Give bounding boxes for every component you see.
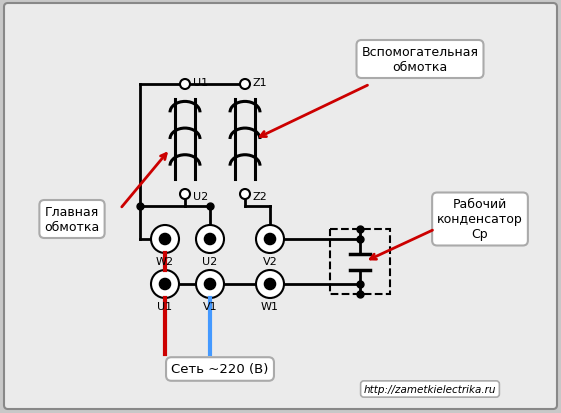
Circle shape [180,80,190,90]
Circle shape [151,225,179,254]
Circle shape [240,80,250,90]
Text: U1: U1 [158,301,173,311]
Text: U2: U2 [203,256,218,266]
Text: Сеть ~220 (В): Сеть ~220 (В) [171,363,269,375]
Bar [330,230,390,294]
Text: U1: U1 [193,78,208,88]
Circle shape [204,234,215,245]
Text: V1: V1 [203,301,217,311]
Circle shape [264,234,275,245]
Text: Рабочий
конденсатор
Ср: Рабочий конденсатор Ср [437,198,523,241]
Circle shape [240,190,250,199]
Circle shape [204,279,215,290]
FancyBboxPatch shape [4,4,557,409]
Text: Z1: Z1 [253,78,268,88]
Text: http://zametkielectrika.ru: http://zametkielectrika.ru [364,384,496,394]
Circle shape [180,190,190,199]
Text: V2: V2 [263,256,277,266]
Text: W1: W1 [261,301,279,311]
Circle shape [151,271,179,298]
Circle shape [159,234,171,245]
Text: W2: W2 [156,256,174,266]
Circle shape [159,279,171,290]
Text: U2: U2 [193,192,208,202]
Text: Главная
обмотка: Главная обмотка [44,206,100,233]
Text: Вспомогательная
обмотка: Вспомогательная обмотка [361,46,479,74]
Circle shape [196,271,224,298]
Circle shape [256,225,284,254]
Circle shape [256,271,284,298]
Circle shape [196,225,224,254]
Circle shape [264,279,275,290]
Text: Z2: Z2 [253,192,268,202]
